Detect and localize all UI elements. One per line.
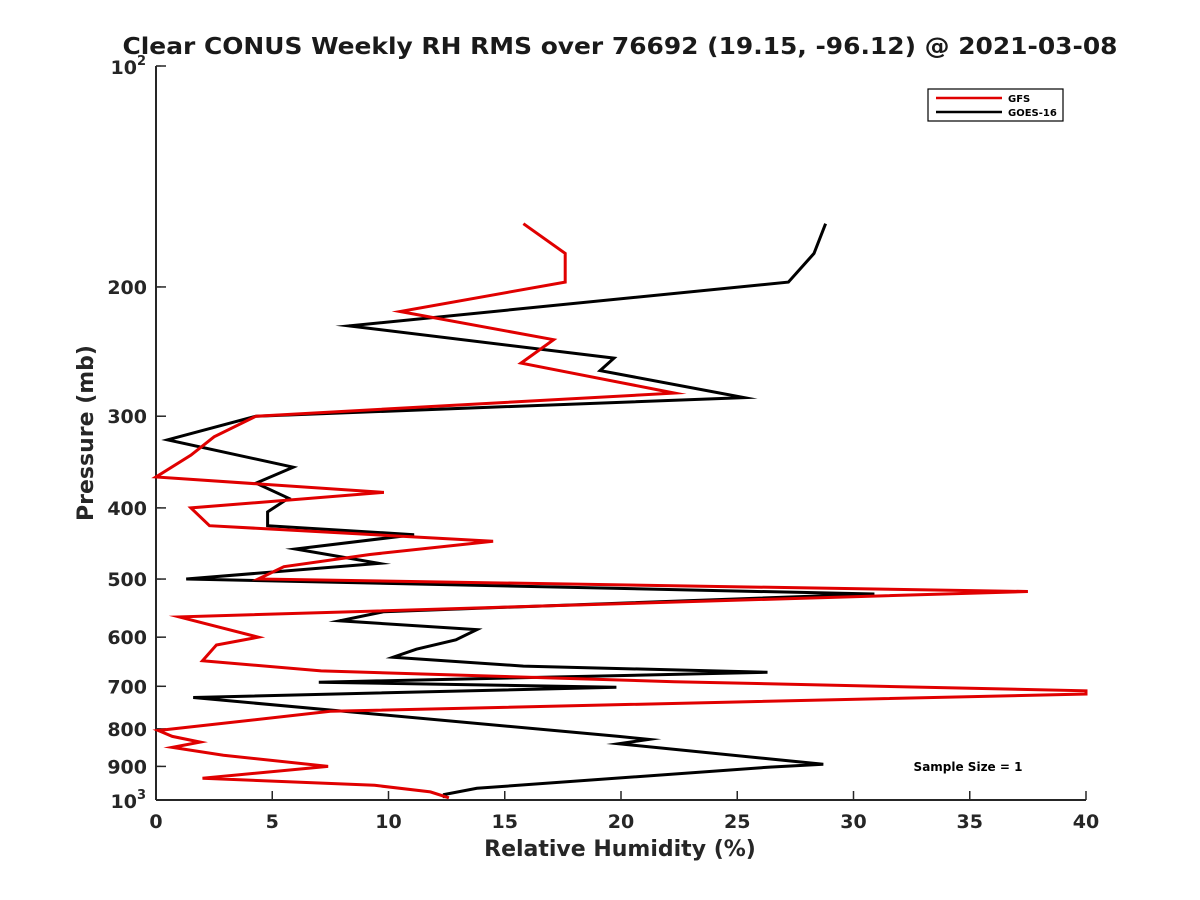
x-axis-label: Relative Humidity (%) [484,837,756,862]
legend-label-gfs: GFS [1008,94,1030,105]
x-tick-label: 25 [724,811,750,833]
legend: GFS GOES-16 [928,89,1063,121]
x-tick-label: 40 [1073,811,1099,833]
x-tick-label: 30 [840,811,866,833]
x-tick-label: 20 [608,811,634,833]
x-tick-label: 10 [375,811,401,833]
y-tick-label: 700 [107,676,147,698]
y-tick-label: 300 [107,406,147,428]
sample-size-annotation: Sample Size = 1 [914,760,1023,774]
y-tick-label: 900 [107,756,147,778]
chart: Clear CONUS Weekly RH RMS over 76692 (19… [0,0,1200,900]
y-tick-label: 800 [107,719,147,741]
y-tick-label: 200 [107,277,147,299]
x-tick-label: 5 [266,811,279,833]
y-tick-label: 500 [107,569,147,591]
x-tick-label: 0 [149,811,162,833]
y-tick-label: 600 [107,627,147,649]
x-tick-label: 15 [492,811,518,833]
legend-label-goes-16: GOES-16 [1008,108,1057,119]
y-axis-label: Pressure (mb) [74,345,99,521]
y-tick-label: 400 [107,498,147,520]
chart-title: Clear CONUS Weekly RH RMS over 76692 (19… [123,34,1118,60]
x-tick-label: 35 [957,811,983,833]
